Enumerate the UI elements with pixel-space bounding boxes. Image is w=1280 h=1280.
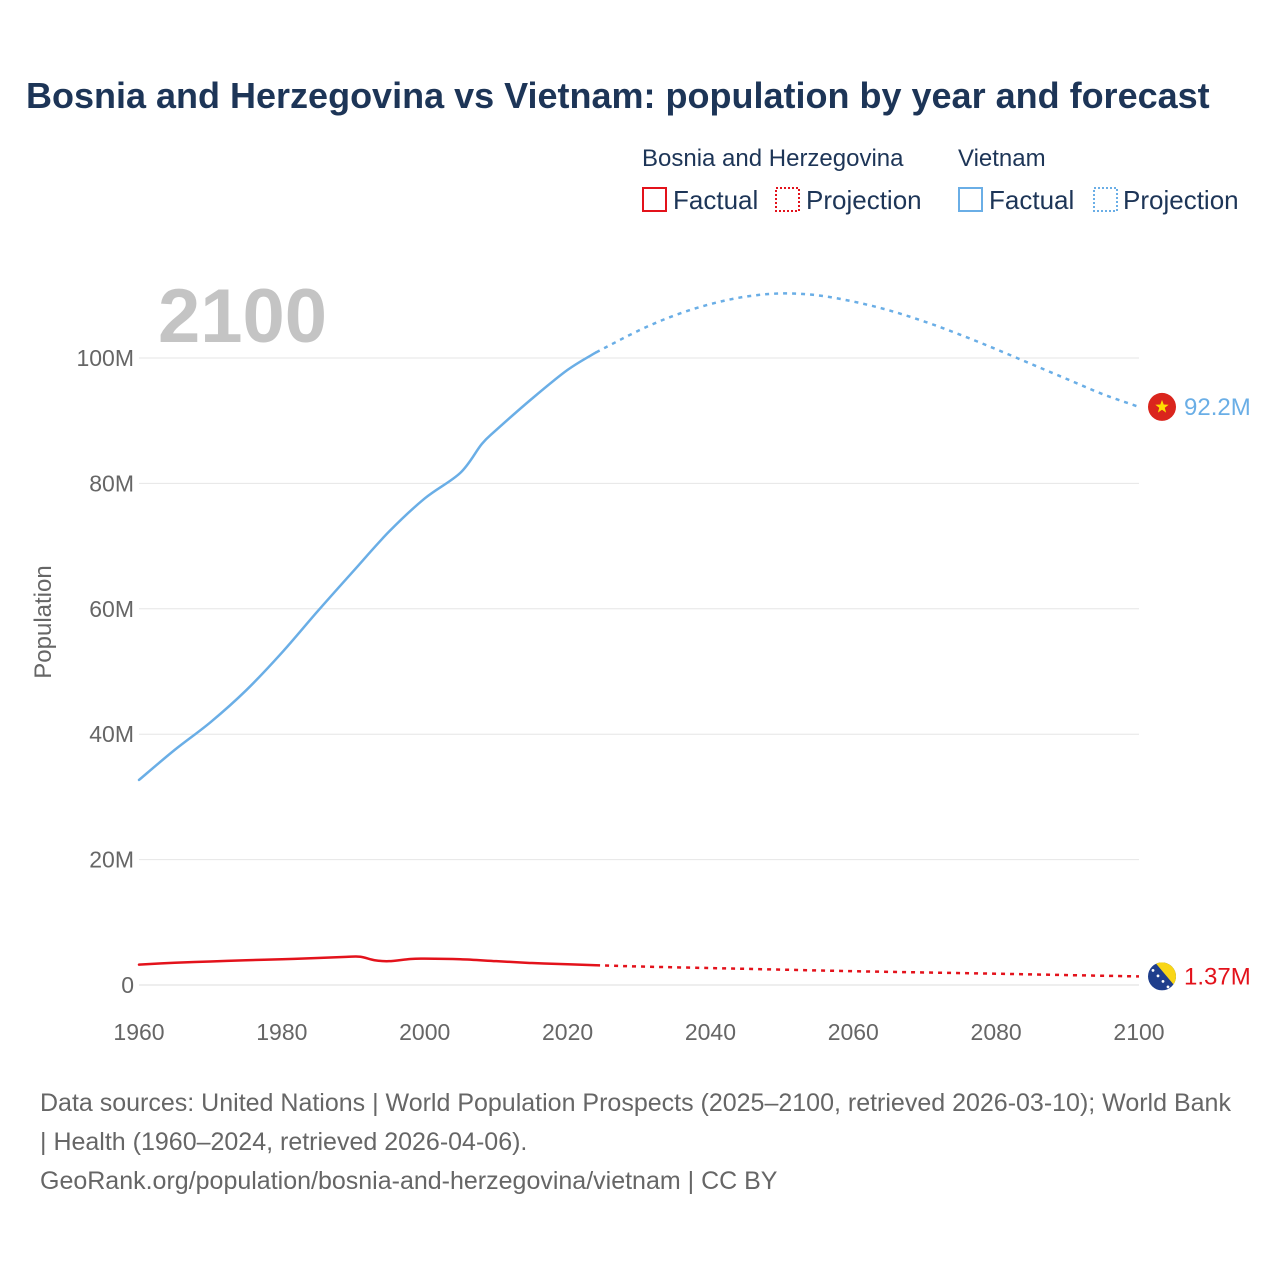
legend-group-vietnam: Vietnam — [958, 145, 1046, 172]
end-label-vietnam: 92.2M — [1184, 394, 1251, 421]
legend-swatch-bosnia-projection[interactable] — [775, 187, 800, 212]
series-vietnam-projection-line[interactable] — [595, 292, 1140, 409]
y-axis-label: Population — [30, 565, 57, 678]
legend-swatch-vietnam-projection[interactable] — [1093, 187, 1118, 212]
current-year-label: 2100 — [158, 274, 327, 359]
x-tick-label: 2020 — [542, 1019, 593, 1045]
y-tick-label: 80M — [89, 470, 134, 496]
series-bosnia-and-herzegovina-factual-line[interactable] — [137, 955, 598, 967]
y-tick-label: 100M — [76, 345, 134, 371]
vietnam-flag-icon — [1148, 392, 1176, 421]
y-tick-label: 40M — [89, 721, 134, 747]
x-tick-label: 2080 — [971, 1019, 1022, 1045]
legend-label-vietnam-factual[interactable]: Factual — [989, 185, 1074, 215]
end-markers: 1.37M 92.2M — [1148, 392, 1251, 991]
y-tick-label: 0 — [121, 972, 134, 998]
series-lines — [137, 292, 1140, 978]
data-source-note: Data sources: United Nations | World Pop… — [40, 1084, 1240, 1201]
source-line-2[interactable]: GeoRank.org/population/bosnia-and-herzeg… — [40, 1167, 778, 1195]
end-label-bosnia-and-herzegovina: 1.37M — [1184, 963, 1251, 990]
source-line-1: Data sources: United Nations | World Pop… — [40, 1089, 1231, 1156]
legend-swatch-bosnia-factual[interactable] — [642, 187, 667, 212]
x-tick-label: 2060 — [828, 1019, 879, 1045]
legend-label-vietnam-projection[interactable]: Projection — [1123, 185, 1239, 215]
x-tick-label: 2000 — [399, 1019, 450, 1045]
bosnia-flag-icon — [1148, 962, 1176, 991]
legend-label-bosnia-projection[interactable]: Projection — [806, 185, 922, 215]
legend[interactable]: Bosnia and Herzegovina Vietnam Factual P… — [642, 145, 1239, 215]
y-axis-ticks: 0 20M 40M 60M 80M 100M — [76, 345, 134, 998]
series-vietnam-factual-line[interactable] — [137, 351, 598, 782]
series-bosnia-and-herzegovina-projection-line[interactable] — [596, 964, 1140, 978]
end-marker-vietnam: 92.2M — [1148, 392, 1251, 421]
x-tick-label: 2040 — [685, 1019, 736, 1045]
chart-title: Bosnia and Herzegovina vs Vietnam: popul… — [26, 75, 1210, 116]
x-tick-label: 2100 — [1113, 1019, 1164, 1045]
y-tick-label: 60M — [89, 596, 134, 622]
y-tick-label: 20M — [89, 847, 134, 873]
end-marker-bosnia-and-herzegovina: 1.37M — [1148, 962, 1251, 991]
x-tick-label: 1980 — [256, 1019, 307, 1045]
legend-swatch-vietnam-factual[interactable] — [958, 187, 983, 212]
legend-label-bosnia-factual[interactable]: Factual — [673, 185, 758, 215]
gridlines — [139, 357, 1139, 986]
x-axis-ticks: 1960 1980 2000 2020 2040 2060 2080 2100 — [113, 1019, 1164, 1045]
x-tick-label: 1960 — [113, 1019, 164, 1045]
legend-group-bosnia: Bosnia and Herzegovina — [642, 145, 904, 172]
